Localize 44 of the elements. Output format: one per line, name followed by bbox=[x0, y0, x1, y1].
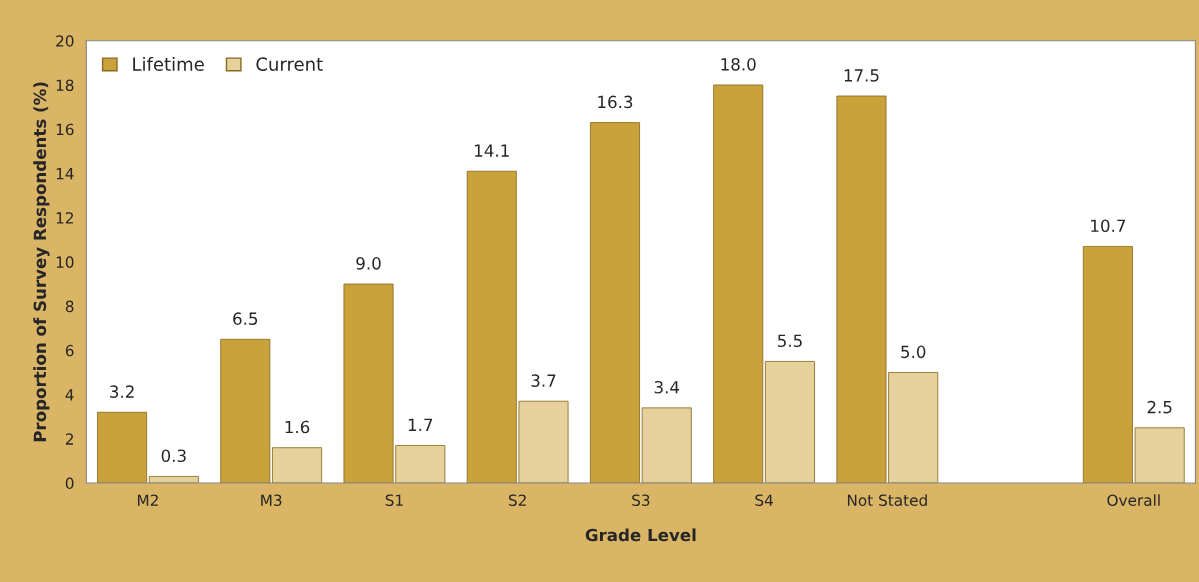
legend-label: Lifetime bbox=[133, 56, 204, 71]
data-label: 2.5 bbox=[1147, 400, 1172, 414]
y-tick-label: 12 bbox=[56, 212, 73, 224]
data-label: 14.1 bbox=[475, 144, 509, 157]
data-label: 1.6 bbox=[285, 420, 310, 434]
data-label: 1.7 bbox=[408, 418, 433, 431]
data-label: 16.3 bbox=[598, 95, 633, 109]
y-tick-label: 14 bbox=[56, 168, 74, 180]
x-tick-label: S4 bbox=[755, 494, 773, 506]
data-label: 10.7 bbox=[1091, 219, 1126, 233]
x-axis-title: Grade Level bbox=[585, 528, 696, 542]
data-label: 3.4 bbox=[654, 380, 680, 394]
data-label: 18.0 bbox=[721, 58, 756, 71]
y-tick-label: 8 bbox=[65, 300, 74, 313]
bar bbox=[641, 407, 692, 484]
data-label: 5.5 bbox=[778, 334, 802, 348]
x-tick-label: S1 bbox=[385, 494, 403, 506]
x-tick-label: Overall bbox=[1107, 494, 1160, 506]
y-tick-label: 18 bbox=[56, 79, 74, 91]
y-axis-title: Proportion of Survey Respondents (%) bbox=[33, 82, 50, 442]
x-tick-label: S2 bbox=[508, 494, 526, 506]
data-label: 9.0 bbox=[356, 257, 381, 270]
x-tick-label: M3 bbox=[261, 494, 282, 506]
data-label: 0.3 bbox=[161, 449, 186, 463]
x-tick-label: M2 bbox=[137, 494, 158, 506]
data-label: 3.7 bbox=[531, 374, 556, 387]
bar bbox=[764, 361, 815, 484]
bar bbox=[97, 411, 148, 484]
legend-label: Current bbox=[256, 57, 323, 71]
data-label: 17.5 bbox=[844, 69, 879, 82]
y-tick-label: 16 bbox=[56, 123, 74, 136]
y-tick-label: 6 bbox=[65, 344, 74, 357]
data-label: 3.2 bbox=[110, 385, 134, 398]
data-label: 6.5 bbox=[233, 312, 258, 325]
data-label: 5.0 bbox=[901, 345, 926, 359]
y-tick-label: 4 bbox=[65, 389, 74, 401]
y-tick-label: 2 bbox=[65, 433, 73, 445]
y-tick-label: 0 bbox=[65, 477, 74, 490]
bar bbox=[589, 122, 640, 484]
bar bbox=[713, 84, 764, 484]
y-tick-label: 20 bbox=[56, 35, 74, 47]
x-tick-label: Not Stated bbox=[847, 494, 927, 506]
x-tick-label: S3 bbox=[632, 494, 650, 506]
y-tick-label: 10 bbox=[56, 256, 74, 268]
